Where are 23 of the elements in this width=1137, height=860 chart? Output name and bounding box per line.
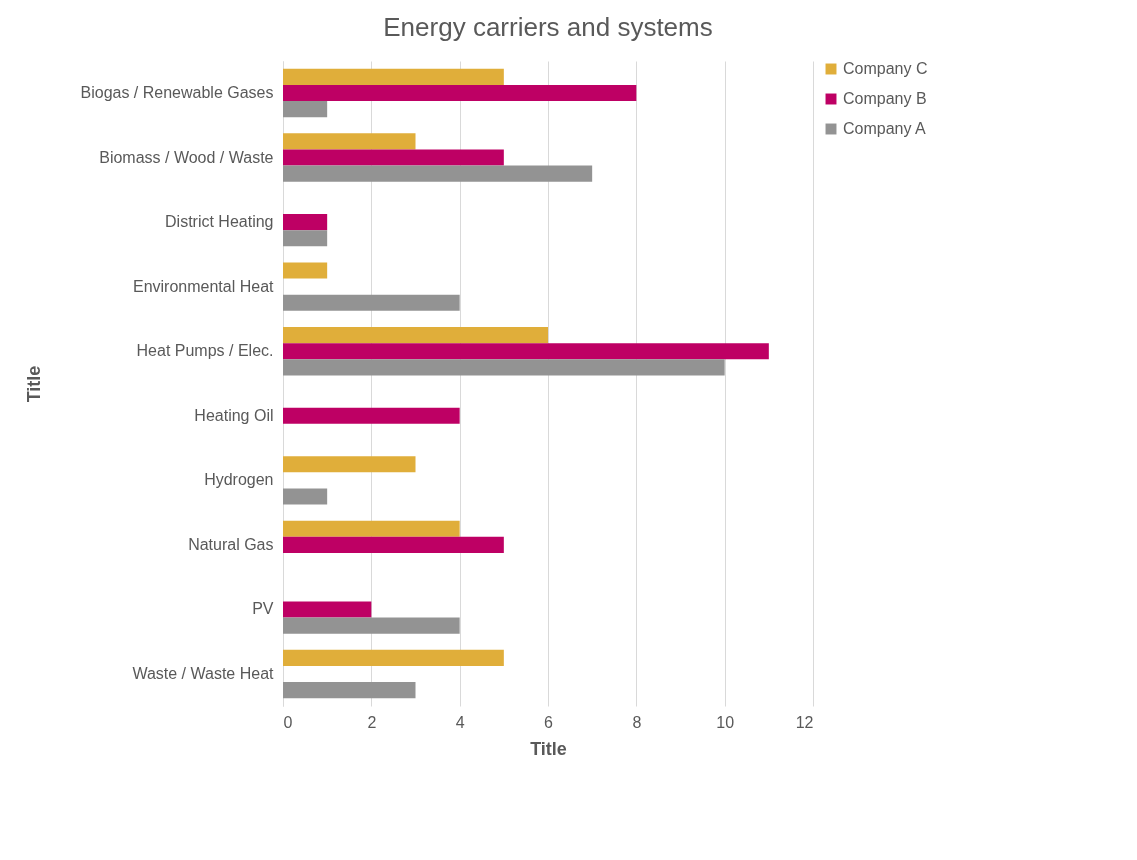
y-tick-label: Environmental Heat	[132, 277, 275, 295]
x-tick-label: 4	[455, 713, 465, 731]
y-tick-label: District Heating	[165, 213, 274, 231]
x-tick-label: 6	[544, 713, 554, 731]
y-tick-label: Natural Gas	[188, 535, 274, 553]
chart-title: Energy carriers and systems	[383, 12, 713, 42]
y-tick-label: Hydrogen	[204, 471, 274, 489]
legend-label: Company C	[843, 60, 928, 77]
x-tick-label: 2	[367, 713, 377, 731]
y-tick-label: PV	[252, 600, 274, 618]
x-tick-label: 12	[795, 713, 814, 731]
y-tick-label: Biogas / Renewable Gases	[80, 83, 274, 101]
x-tick-label: 0	[283, 713, 293, 731]
x-axis-title: Title	[530, 738, 567, 759]
legend-label: Company B	[843, 90, 927, 107]
x-tick-label: 8	[632, 713, 642, 731]
x-tick-label: 10	[716, 713, 735, 731]
legend-label: Company A	[843, 120, 927, 137]
y-axis-title: Title	[23, 365, 44, 403]
y-tick-label: Heating Oil	[194, 406, 274, 424]
y-tick-label: Waste / Waste Heat	[132, 665, 275, 683]
y-tick-label: Biomass / Wood / Waste	[99, 148, 274, 166]
y-tick-label: Heat Pumps / Elec.	[136, 342, 274, 360]
